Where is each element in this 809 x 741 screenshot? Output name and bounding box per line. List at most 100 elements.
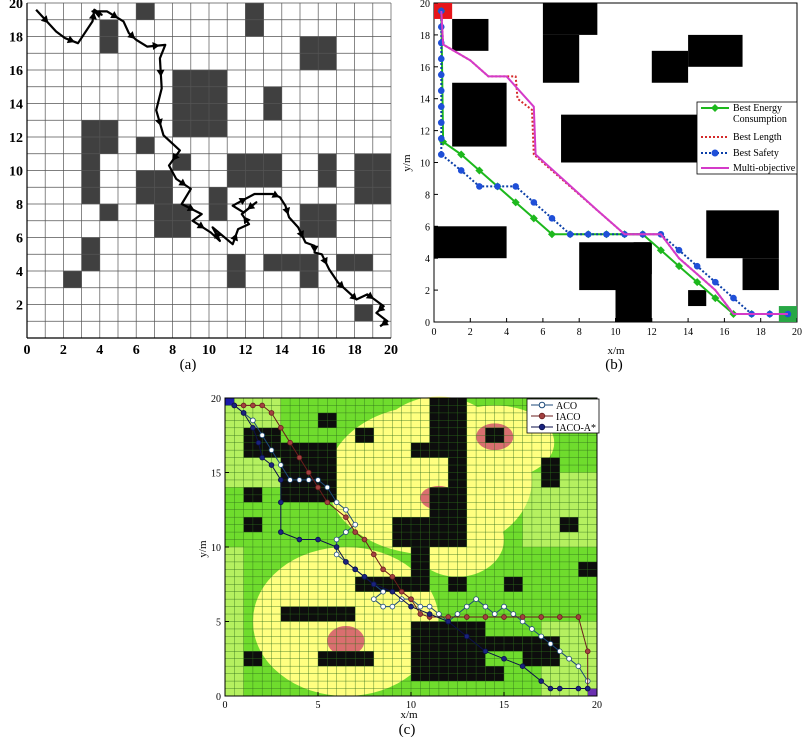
panel-c-series-marker	[491, 611, 498, 617]
panel-b-ytick-label: 6	[425, 222, 430, 233]
panel-b-marker-circle	[437, 71, 445, 79]
panel-b-obstacle	[434, 226, 507, 259]
panel-c-series-marker	[417, 603, 424, 610]
panel-c-series-marker	[352, 529, 359, 535]
panel-b-xtick-label: 6	[540, 327, 545, 338]
panel-c-series-marker	[287, 439, 293, 446]
panel-a-xtick-label: 6	[133, 343, 140, 358]
panel-b-marker-diamond	[511, 198, 520, 207]
panel-c-series-marker	[296, 536, 303, 543]
panel-c-legend: ACO IACO IACO-A*	[526, 398, 600, 434]
panel-b-marker-circle	[730, 294, 737, 302]
panel-c-series-marker	[463, 633, 470, 640]
panel-c-series-marker	[482, 603, 489, 610]
panel-c-series-marker	[398, 588, 405, 595]
panel-c-series-marker	[259, 432, 266, 439]
panel-c-series-marker	[343, 559, 349, 565]
panel-b-marker-circle	[457, 167, 465, 174]
panel-c-series-marker	[315, 536, 321, 543]
panel-c-goal-cell	[587, 688, 597, 696]
panel-c-series-marker	[268, 462, 275, 468]
panel-b-marker-circle	[437, 7, 445, 15]
panel-a-xtick-label: 8	[169, 343, 176, 358]
panel-c-xtick-label: 20	[592, 700, 602, 711]
legend-b-marker-safety	[711, 149, 719, 157]
panel-a-arrowhead	[365, 291, 374, 299]
panel-a-arrowhead	[320, 256, 328, 265]
panel-a-arrowhead	[93, 10, 102, 19]
panel-a-arrowhead	[230, 233, 238, 242]
panel-b-ytick-label: 12	[420, 127, 430, 138]
panel-c-series-marker	[482, 614, 489, 620]
panel-c-series-marker	[324, 499, 331, 506]
panel-b-marker-circle	[548, 215, 556, 222]
panel-c-series-marker	[361, 573, 368, 580]
panel-c-xtick-label: 10	[406, 700, 416, 711]
panel-b-ylabel: y/m	[401, 154, 413, 172]
panel-c-series-marker	[259, 454, 266, 461]
panel-a-arrowhead	[40, 15, 49, 24]
panel-c-series-marker	[268, 410, 275, 416]
panel-c-series-marker	[408, 603, 414, 610]
panel-c-series-marker	[473, 596, 479, 602]
panel-b-obstacle	[688, 34, 743, 67]
panel-b-marker-diamond	[693, 278, 702, 287]
panel-c-series-marker	[333, 536, 340, 543]
panel-c-series-marker	[529, 626, 535, 632]
panel-b-ytick-label: 16	[420, 63, 430, 74]
panel-b-ytick-label: 4	[425, 254, 430, 265]
panel-b-ytick-label: 8	[425, 190, 430, 201]
panel-b-ytick-label: 18	[420, 31, 430, 42]
panel-b-xtick-label: 4	[504, 327, 509, 338]
panel-c-series-marker	[501, 655, 507, 662]
panel-a-arrowhead	[282, 207, 291, 215]
panel-a-obstacle	[354, 304, 373, 322]
panel-b-marker-circle	[437, 151, 445, 158]
panel-b-xtick-label: 2	[468, 327, 473, 338]
legend-c-marker-aco	[538, 401, 546, 409]
panel-b-series-line	[440, 10, 788, 315]
panel-c-start-cell	[225, 398, 235, 406]
panel-c-series-marker	[277, 462, 284, 468]
panel-c-series-marker	[255, 439, 262, 446]
panel-a-arrowhead	[247, 202, 256, 210]
panel-c-xtick-label: 5	[316, 700, 321, 711]
panel-b-legend: Best Energy Consumption Best Length Best…	[696, 101, 798, 175]
panel-a-arrowhead	[310, 245, 319, 253]
panel-c-series-marker	[445, 618, 452, 625]
panel-a-arrowhead	[186, 203, 195, 212]
panel-a-arrowhead	[66, 35, 75, 44]
panel-c-series-marker	[315, 477, 321, 483]
panel-b-xtick-label: 8	[577, 327, 582, 338]
panel-c-series-marker	[575, 663, 582, 669]
legend-c-label-iaco: IACO	[556, 412, 580, 423]
panel-c-xtick-label: 15	[499, 700, 509, 711]
panel-c-series-marker	[343, 506, 349, 513]
legend-c-label-aco: ACO	[556, 401, 577, 412]
panel-c-series-marker	[426, 603, 433, 610]
panel-b-marker-diamond	[711, 294, 720, 303]
panel-b-marker-circle	[675, 246, 683, 254]
panel-b-marker-circle	[437, 135, 445, 142]
panel-a-arrowhead	[152, 42, 160, 51]
panel-b-obstacle	[542, 34, 580, 83]
panel-c-series-marker	[250, 402, 256, 409]
panel-a-ytick-label: 18	[9, 31, 23, 46]
panel-b-xtick-label: 0	[432, 327, 437, 338]
panel-b-marker-circle	[712, 278, 719, 286]
legend-c-marker-iacoastar	[538, 423, 546, 431]
panel-a-ytick-label: 2	[16, 299, 23, 314]
panel-c-series-marker	[538, 633, 544, 640]
panel-a-arrowhead	[377, 304, 386, 312]
panel-c-series-marker	[277, 499, 284, 506]
panel-b-marker-circle	[693, 262, 701, 270]
panel-c-series-marker	[519, 663, 526, 669]
panel-a-xtick-label: 20	[384, 343, 398, 358]
panel-c-series-marker	[231, 402, 238, 409]
panel-a-ytick-label: 14	[9, 98, 23, 113]
panel-b-marker-circle	[437, 87, 445, 95]
panel-a-ytick-label: 4	[16, 265, 23, 280]
panel-c-series-marker	[370, 581, 377, 588]
panel-c-series-marker	[556, 685, 563, 692]
panel-b-xtick-label: 14	[683, 327, 693, 338]
